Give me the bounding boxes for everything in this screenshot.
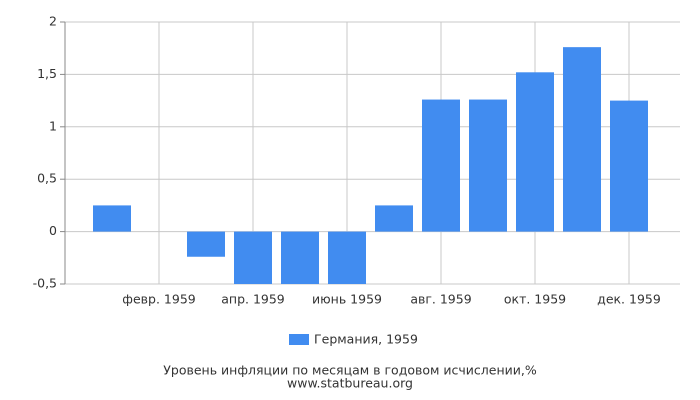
bar [187,231,225,257]
legend-swatch [289,334,309,345]
bar [328,231,366,284]
bar [563,47,601,232]
bar [93,205,131,232]
bar [234,231,272,284]
y-tick-label: -0,5 [33,276,57,291]
chart-title: Уровень инфляции по месяцам в годовом ис… [163,363,537,378]
y-tick-label: 0,5 [37,171,57,186]
x-tick-label: апр. 1959 [221,292,285,307]
bar [281,231,319,284]
y-tick-label: 2 [49,14,57,29]
x-tick-label: дек. 1959 [597,292,661,307]
x-tick-label: авг. 1959 [410,292,471,307]
y-tick-label: 0 [49,223,57,238]
x-tick-label: окт. 1959 [504,292,566,307]
x-tick-label: февр. 1959 [122,292,195,307]
bar [422,99,460,232]
x-tick-label: июнь 1959 [312,292,382,307]
bar [469,99,507,232]
chart-subtitle: www.statbureau.org [287,376,413,391]
bar [610,100,648,232]
y-tick-label: 1 [49,118,57,133]
y-tick-label: 1,5 [37,66,57,81]
bar [375,205,413,232]
legend-label: Германия, 1959 [314,332,418,347]
bar [516,72,554,232]
